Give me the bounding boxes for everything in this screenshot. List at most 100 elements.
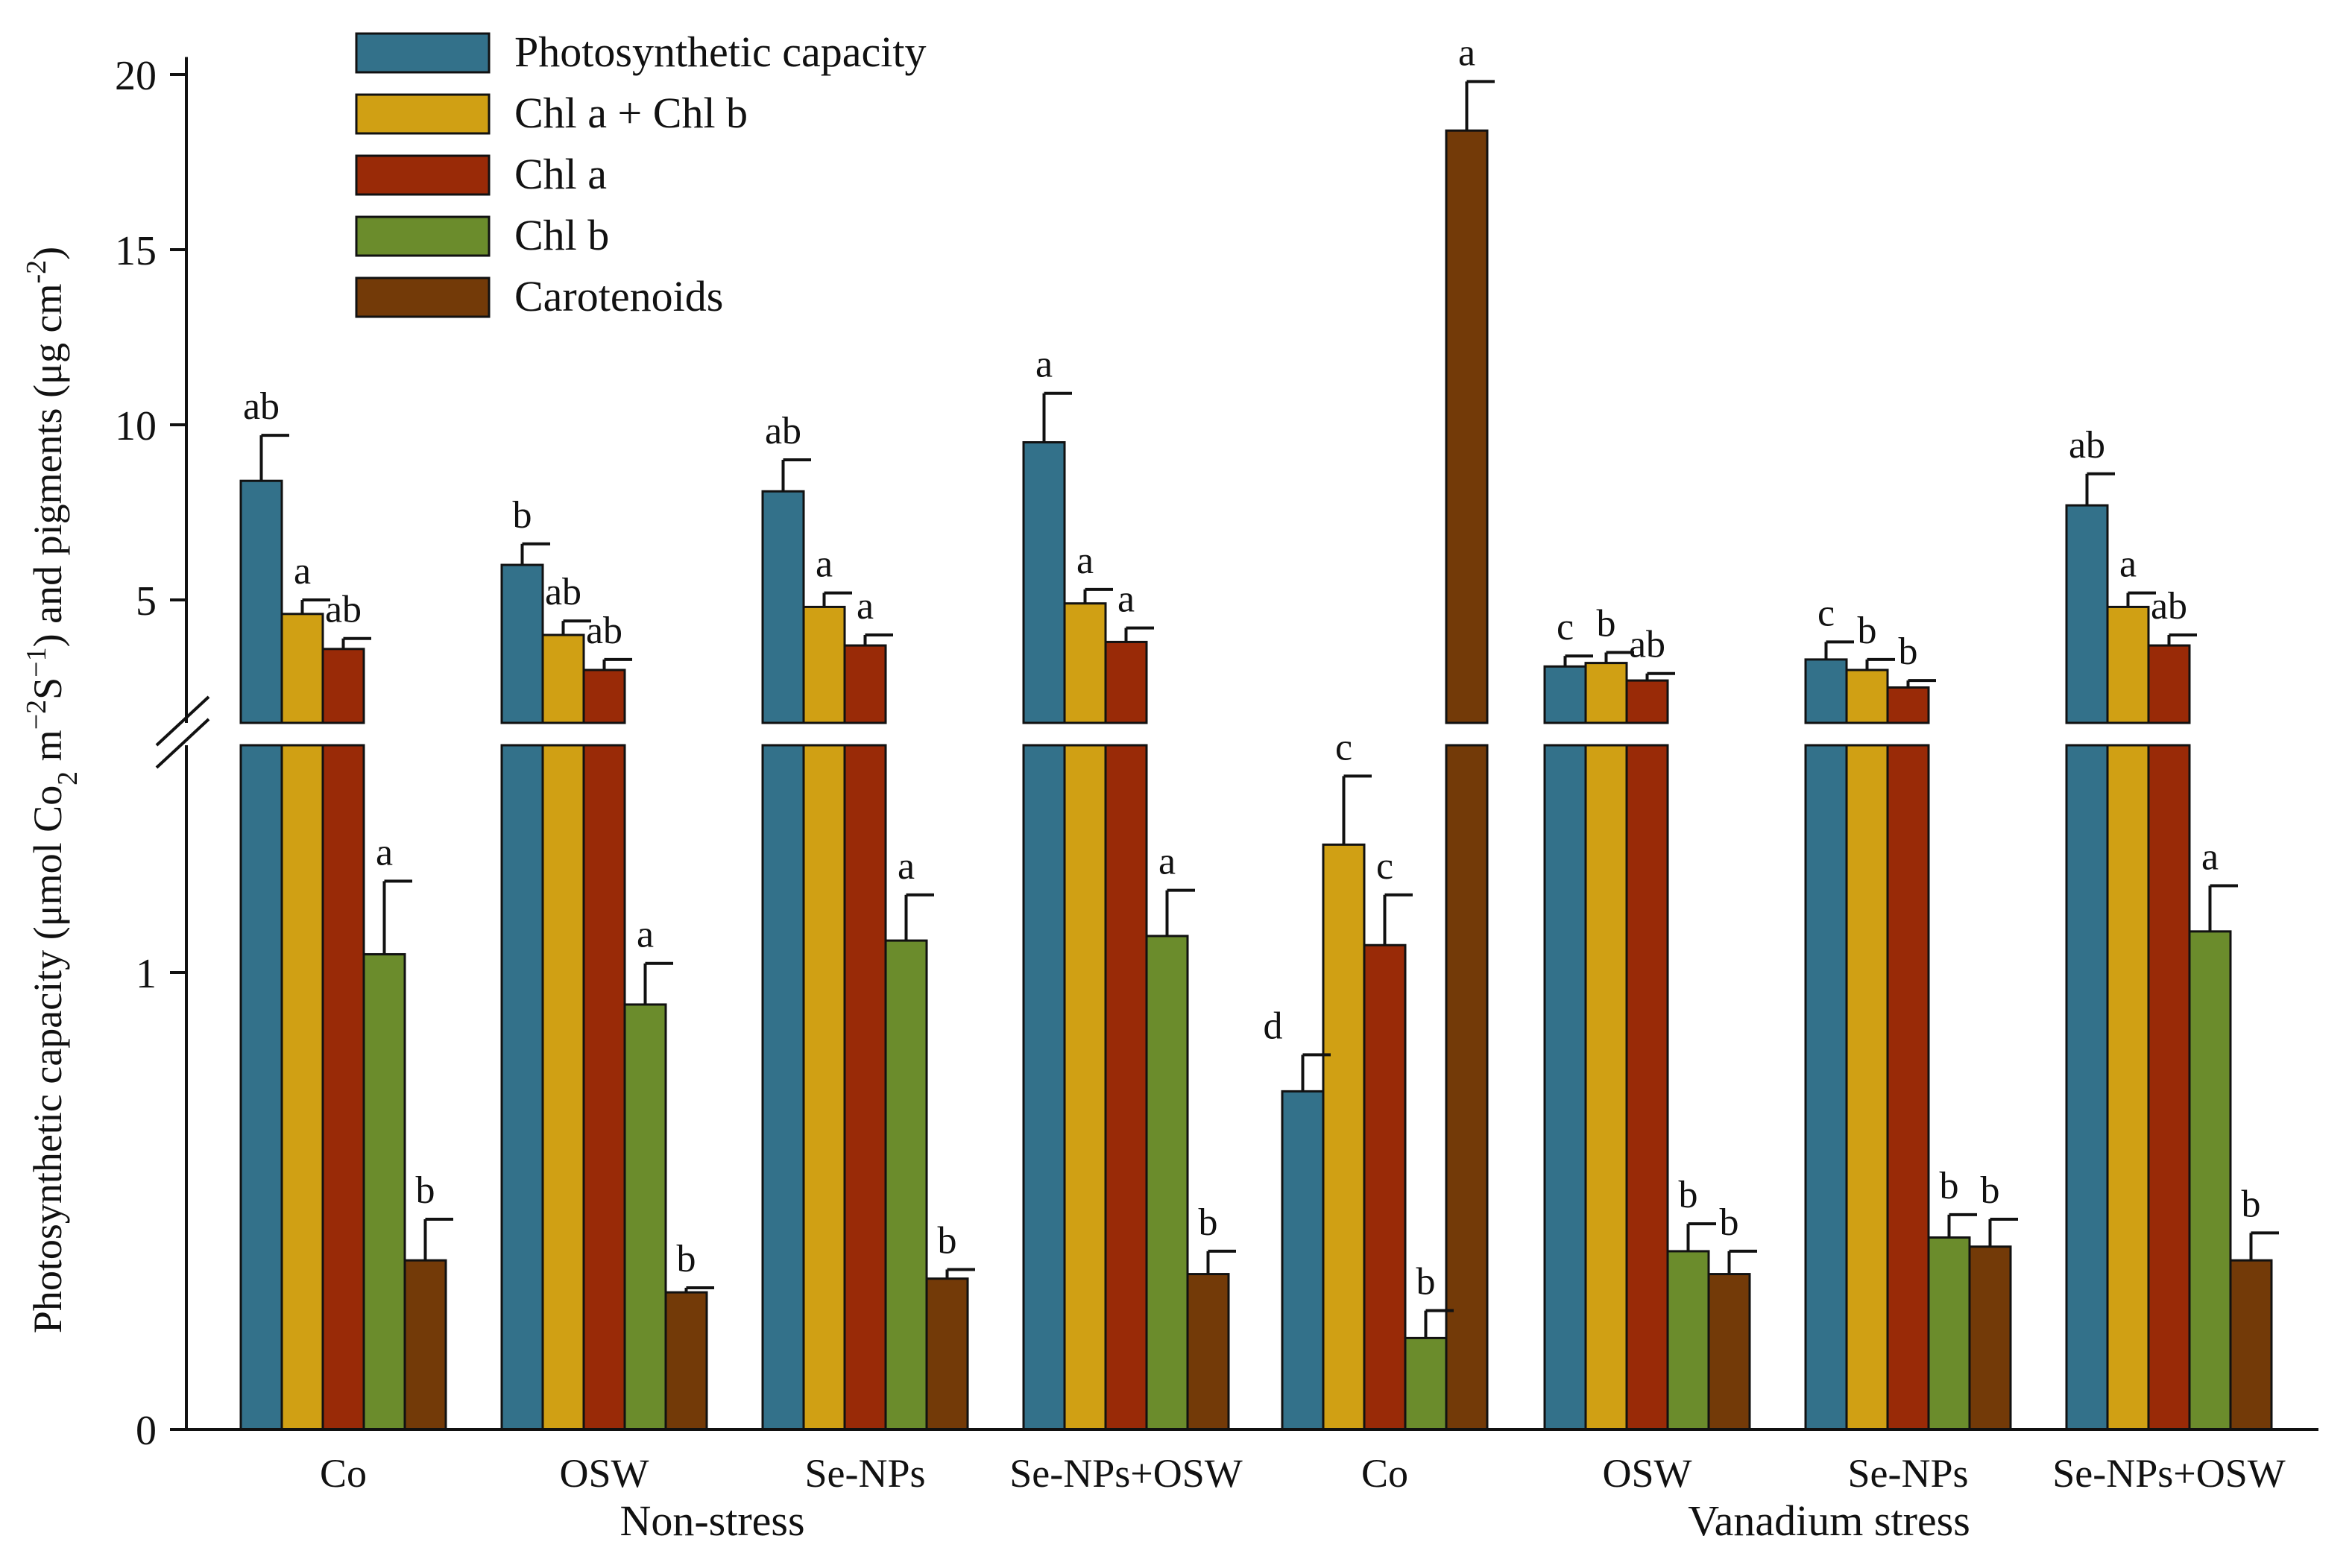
sig-label-2-5: ab [1629,624,1665,666]
bar-3-0 [362,952,406,1431]
sig-label-4-2: b [938,1219,957,1262]
bar-4-1 [664,1291,708,1431]
category-label-4: Co [1361,1451,1408,1496]
bar-upper-0-6 [1804,658,1848,724]
sig-label-1-3: a [1076,540,1094,582]
sig-label-2-2: a [857,585,874,627]
bars-layer [239,129,2273,1431]
bar-1-4 [1322,843,1366,1431]
sig-label-2-3: a [1117,578,1135,621]
bar-lower-1-6 [1845,744,1889,1431]
sig-label-1-2: a [816,543,833,586]
sig-label-4-4: a [1458,31,1475,74]
bar-lower-0-7 [2065,744,2109,1431]
bar-upper-2-0 [321,648,365,724]
group-label-0: Non-stress [619,1496,804,1545]
bar-upper-1-5 [1584,662,1628,724]
bar-lower-1-0 [280,744,324,1431]
bar-3-7 [2188,930,2232,1431]
sig-label-1-7: a [2119,543,2137,586]
x-axis-labels: Co OSW Se-NPs Se-NPs+OSW Co OSW Se-NPs Se-NPs+O… [320,1451,2286,1545]
bar-4-6 [1968,1245,2012,1431]
legend-label-2: Chl a [514,150,607,198]
legend-swatch-2 [355,154,491,196]
category-label-5: OSW [1603,1451,1692,1496]
bar-lower-0-0 [239,744,283,1431]
bar-upper-1-1 [541,633,585,724]
sig-label-0-7: ab [2069,424,2105,467]
bar-upper-2-6 [1886,686,1930,724]
bar-lower-2-3 [1104,744,1148,1431]
bar-upper-1-6 [1845,668,1889,724]
legend-swatch-4 [355,276,491,318]
sig-label-4-1: b [677,1238,696,1280]
bar-upper-0-0 [239,479,283,724]
sig-label-0-1: b [513,494,532,537]
legend-swatch-1 [355,93,491,135]
sig-label-1-4: c [1335,726,1352,768]
bar-lower-0-6 [1804,744,1848,1431]
bar-lower-1-5 [1584,744,1628,1431]
bar-4-3 [1186,1273,1230,1431]
bar-3-5 [1666,1250,1710,1431]
bar-3-2 [884,939,928,1431]
bar-upper-0-5 [1543,665,1587,724]
bar-upper-2-5 [1625,679,1669,724]
bar-upper-0-1 [500,563,544,724]
sig-label-2-7: ab [2151,585,2187,627]
bar-3-3 [1145,935,1189,1431]
sig-label-0-6: c [1817,592,1835,634]
bar-3-1 [623,1003,667,1431]
bar-lower-1-3 [1063,744,1107,1431]
bar-4-0 [403,1259,447,1431]
bar-4-2 [925,1277,969,1431]
sig-label-4-6: b [1981,1169,2000,1212]
sig-label-3-6: b [1940,1165,1959,1207]
sig-label-1-6: b [1858,610,1877,652]
axis-break-mark-1 [155,695,210,747]
bar-upper-2-1 [582,668,626,724]
sig-label-3-2: a [898,845,915,888]
legend-label-1: Chl a + Chl b [514,89,748,137]
sig-label-4-0: b [416,1169,435,1212]
bar-3-4 [1404,1336,1448,1431]
sig-label-2-4: c [1376,845,1393,888]
sig-label-0-0: ab [243,385,280,428]
axis-break-mark-2 [155,718,210,769]
bar-upper-2-2 [843,644,887,724]
sig-label-0-4: d [1264,1005,1283,1047]
group-label-1: Vanadium stress [1688,1496,1970,1545]
category-label-2: Se-NPs [804,1451,925,1496]
sig-label-1-5: b [1597,603,1616,645]
legend-swatch-0 [355,32,491,74]
legend-label-0: Photosynthetic capacity [514,28,926,76]
bar-4-7 [2229,1259,2273,1431]
legend-label-4: Carotenoids [514,272,723,320]
bar-upper-0-7 [2065,504,2109,724]
bar-2-4 [1363,943,1407,1431]
sig-label-4-5: b [1720,1201,1739,1244]
sig-label-3-0: a [376,831,393,873]
bar-upper-1-3 [1063,602,1107,724]
sig-label-1-0: a [294,550,311,592]
bar-lower-1-2 [802,744,846,1431]
sig-label-3-1: a [637,914,654,956]
sig-label-3-4: b [1416,1261,1436,1303]
bar-lower-2-2 [843,744,887,1431]
sig-label-4-3: b [1199,1201,1218,1244]
y-tick-label-lower-1: 1 [136,951,157,997]
bar-lower-0-2 [761,744,805,1431]
bar-lower-0-5 [1543,744,1587,1431]
category-label-0: Co [320,1451,367,1496]
bar-upper-4-4 [1445,129,1489,724]
bar-lower-2-0 [321,744,365,1431]
bar-lower-1-7 [2106,744,2150,1431]
bar-lower-2-5 [1625,744,1669,1431]
bar-lower-1-1 [541,744,585,1431]
sig-label-2-1: ab [586,610,622,652]
bar-upper-0-3 [1022,441,1066,724]
sig-label-3-5: b [1679,1174,1698,1216]
sig-label-0-2: ab [765,410,801,452]
